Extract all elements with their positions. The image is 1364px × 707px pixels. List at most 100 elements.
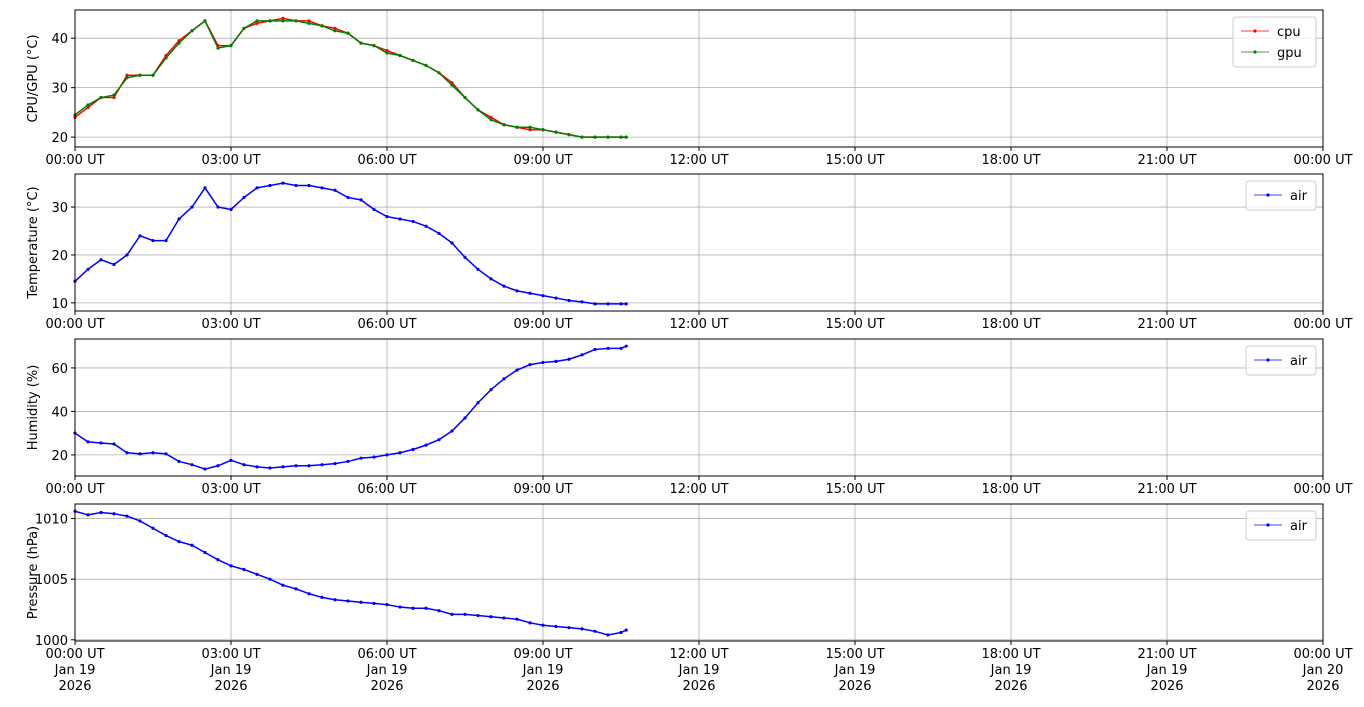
data-point: [580, 627, 584, 631]
data-point: [398, 53, 402, 58]
data-point: [450, 241, 454, 245]
y-tick-label: 10: [51, 297, 68, 312]
data-point: [385, 215, 389, 219]
data-point: [463, 255, 467, 259]
data-point: [255, 186, 259, 190]
data-point: [359, 456, 363, 460]
data-point: [164, 452, 168, 456]
data-point: [437, 438, 441, 442]
data-point: [138, 234, 142, 238]
data-point: [624, 302, 628, 306]
x-tick-label: 09:00 UT Jan 19 2026: [513, 647, 572, 694]
data-point: [307, 183, 311, 188]
data-point: [229, 564, 233, 568]
series-line: [74, 19, 627, 138]
data-point: [463, 416, 467, 420]
data-point: [333, 462, 337, 466]
data-point: [359, 600, 363, 604]
x-tick-label: 21:00 UT: [1137, 317, 1196, 332]
data-point: [450, 83, 454, 87]
x-tick-label: 09:00 UT: [513, 153, 572, 168]
data-point: [489, 115, 493, 119]
data-point: [554, 359, 558, 363]
data-point: [307, 21, 311, 25]
data-point: [281, 19, 285, 23]
data-point: [528, 363, 532, 367]
data-point: [203, 550, 207, 555]
legend-marker: [1266, 193, 1270, 197]
data-point: [411, 58, 415, 63]
data-point: [424, 606, 428, 610]
data-point: [294, 587, 298, 591]
legend-marker: [1266, 358, 1270, 362]
data-point: [489, 118, 493, 122]
y-tick-label: 1005: [35, 573, 68, 588]
data-point: [125, 73, 129, 77]
data-point: [593, 629, 597, 633]
data-point: [580, 300, 584, 304]
y-tick-label: 30: [51, 82, 68, 97]
data-point: [359, 41, 363, 45]
data-point: [541, 128, 545, 132]
data-point: [476, 108, 480, 112]
x-tick-label: 00:00 UT Jan 20 2026: [1293, 647, 1352, 694]
data-point: [99, 510, 103, 515]
data-point: [112, 93, 116, 97]
data-point: [398, 451, 402, 455]
data-point: [294, 464, 298, 468]
data-point: [606, 135, 610, 139]
data-point: [528, 125, 532, 129]
x-tick-label: 18:00 UT: [981, 153, 1040, 168]
legend-box: [1232, 16, 1317, 68]
data-point: [624, 135, 628, 139]
data-point: [437, 609, 441, 613]
y-tick-label: 30: [51, 201, 68, 216]
x-tick-label: 21:00 UT Jan 19 2026: [1137, 647, 1196, 694]
data-point: [281, 181, 285, 185]
data-point: [216, 464, 220, 468]
x-tick-label: 15:00 UT: [825, 482, 884, 497]
data-point: [333, 188, 337, 192]
data-point: [190, 463, 194, 467]
y-axis-label: Temperature (°C): [26, 186, 41, 299]
data-point: [216, 46, 220, 50]
x-tick-label: 03:00 UT: [201, 317, 260, 332]
data-point: [502, 284, 506, 288]
data-point: [567, 357, 571, 361]
x-tick-label: 09:00 UT: [513, 482, 572, 497]
data-point: [411, 447, 415, 452]
data-point: [385, 603, 389, 607]
data-point: [112, 262, 116, 267]
y-tick-label: 1010: [35, 513, 68, 528]
data-point: [424, 224, 428, 228]
data-point: [86, 267, 90, 271]
data-point: [437, 71, 441, 75]
data-point: [502, 377, 506, 381]
y-axis-label: CPU/GPU (°C): [26, 34, 41, 122]
data-point: [411, 606, 415, 610]
data-point: [307, 19, 311, 23]
x-tick-label: 00:00 UT: [45, 153, 104, 168]
data-point: [619, 346, 623, 350]
data-point: [476, 267, 480, 271]
data-point: [190, 29, 194, 33]
x-tick-label: 00:00 UT Jan 19 2026: [45, 647, 104, 694]
axes-frame: [74, 9, 1324, 148]
data-point: [151, 526, 155, 530]
x-tick-label: 06:00 UT: [357, 482, 416, 497]
data-point: [333, 29, 337, 33]
data-point: [411, 219, 415, 224]
data-point: [489, 388, 493, 392]
data-point: [138, 519, 142, 523]
data-point: [112, 442, 116, 446]
data-point: [515, 125, 519, 129]
axes-frame: [74, 338, 1324, 477]
data-point: [86, 440, 90, 444]
x-tick-label: 06:00 UT: [357, 317, 416, 332]
y-tick-label: 20: [51, 131, 68, 146]
data-point: [515, 617, 519, 621]
legend-marker: [1253, 29, 1257, 33]
x-tick-label: 00:00 UT: [1293, 153, 1352, 168]
y-tick-label: 60: [51, 362, 68, 377]
data-point: [333, 598, 337, 602]
